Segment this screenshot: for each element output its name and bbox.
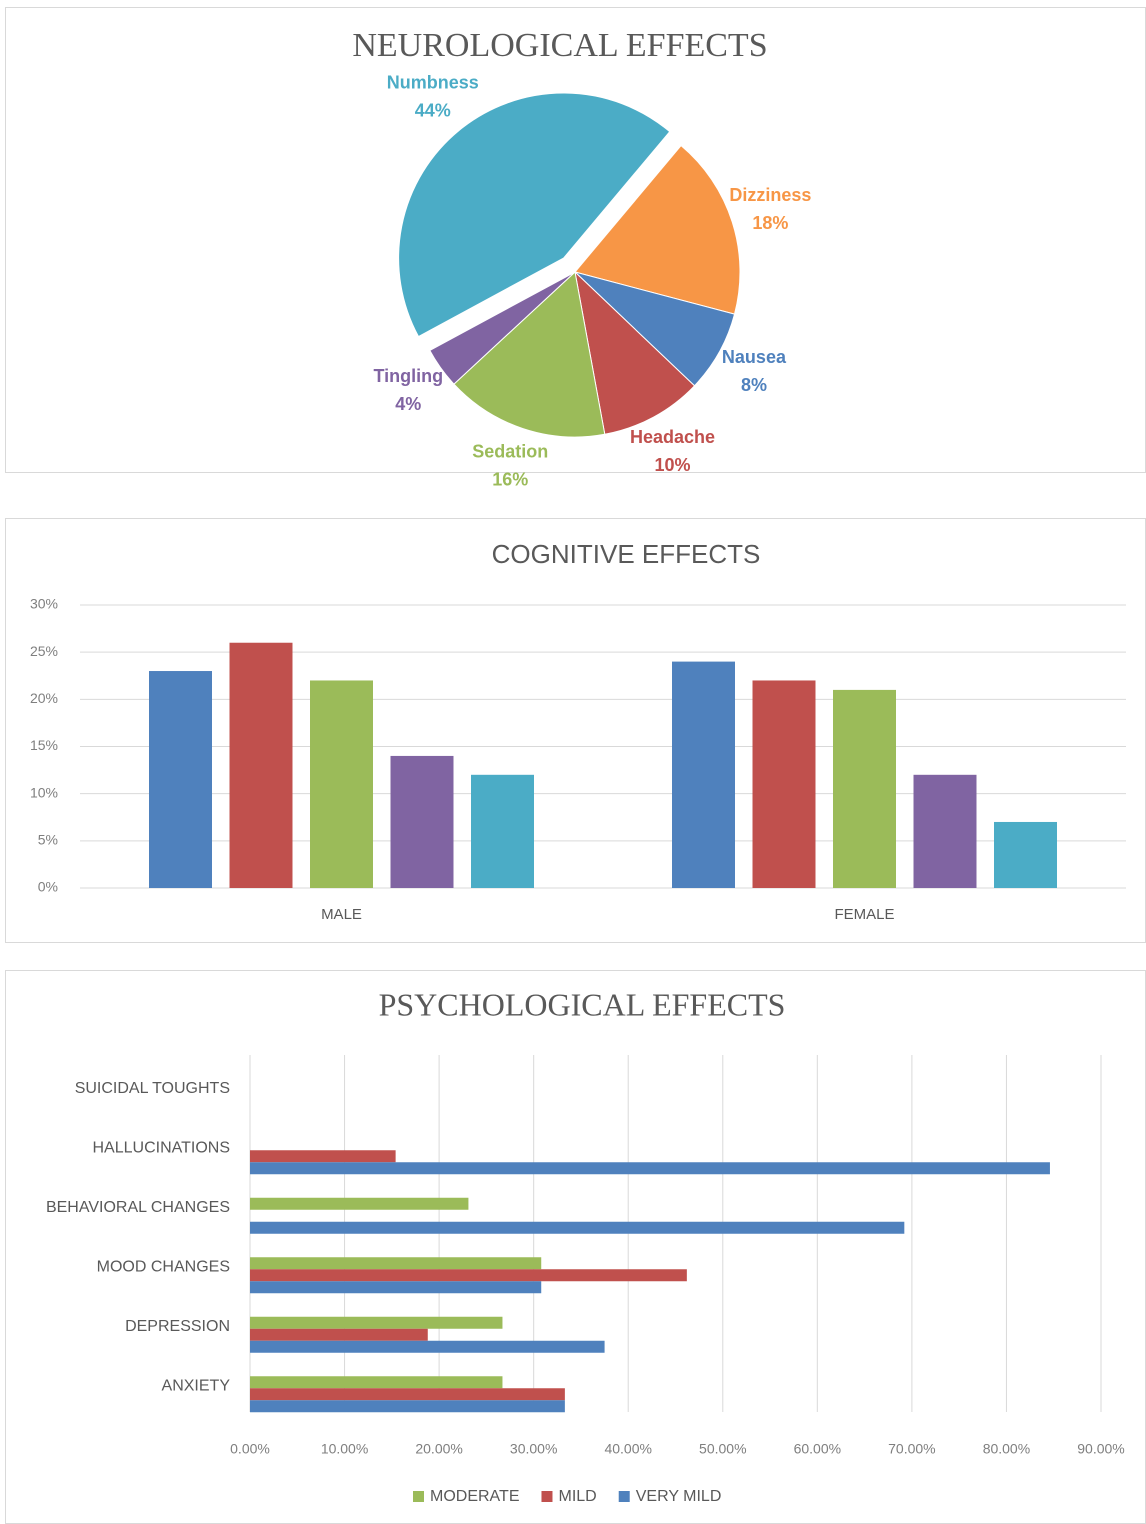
legend-label: MILD (558, 1488, 596, 1505)
chart-title: PSYCHOLOGICAL EFFECTS (379, 986, 786, 1022)
x-tick-label: 20.00% (415, 1441, 462, 1457)
pie-slice (574, 270, 696, 435)
y-tick-label: ANXIETY (162, 1377, 231, 1394)
x-tick-label: 90.00% (1077, 1441, 1124, 1457)
slice-value-label: 16% (492, 469, 528, 489)
y-tick-label: 0% (38, 879, 58, 895)
legend-swatch (618, 1491, 630, 1502)
y-tick-label: MOOD CHANGES (97, 1258, 230, 1275)
bar (672, 661, 735, 888)
bar (250, 1388, 565, 1401)
slice-value-label: 44% (415, 100, 451, 120)
bar (390, 755, 454, 888)
legend-label: MODERATE (430, 1488, 519, 1505)
bar (250, 1281, 542, 1294)
slice-label: Dizziness (729, 185, 811, 205)
bar (833, 689, 896, 888)
y-tick-label: SUICIDAL TOUGHTS (75, 1080, 230, 1097)
bar (250, 1340, 605, 1353)
x-tick-label: MALE (321, 906, 362, 923)
chart-title: COGNITIVE EFFECTS (492, 539, 761, 569)
slice-value-label: 4% (395, 394, 421, 414)
x-tick-label: 10.00% (321, 1441, 368, 1457)
bar (310, 680, 373, 888)
bar (250, 1162, 1050, 1175)
bar (250, 1221, 905, 1234)
y-tick-label: 15% (30, 737, 58, 753)
y-tick-label: BEHAVIORAL CHANGES (46, 1199, 230, 1216)
x-tick-label: 60.00% (794, 1441, 841, 1457)
bar (250, 1376, 503, 1389)
pie-slice (398, 92, 671, 338)
y-tick-label: 10% (30, 784, 58, 800)
bar (752, 680, 816, 888)
bar (471, 774, 534, 888)
legend-label: VERY MILD (636, 1488, 722, 1505)
slice-label: Numbness (387, 72, 479, 92)
bar (149, 671, 212, 888)
legend-swatch (413, 1491, 424, 1502)
x-tick-label: FEMALE (834, 906, 894, 923)
slice-label: Headache (630, 427, 715, 447)
y-tick-label: 5% (38, 832, 58, 848)
x-tick-label: 80.00% (983, 1441, 1030, 1457)
bar (250, 1400, 565, 1413)
bar (250, 1316, 503, 1329)
pie-slice (453, 271, 606, 438)
pie-slice (429, 271, 576, 385)
panel (5, 970, 1146, 1524)
y-tick-label: 20% (30, 690, 58, 706)
x-tick-label: 30.00% (510, 1441, 557, 1457)
slice-label: Sedation (472, 441, 548, 461)
y-tick-label: 25% (30, 643, 58, 659)
slice-value-label: 10% (654, 455, 690, 475)
slice-label: Nausea (722, 347, 787, 367)
bar (250, 1269, 687, 1282)
pie-slice (574, 144, 741, 315)
slice-value-label: 8% (741, 375, 767, 395)
x-tick-label: 0.00% (230, 1441, 270, 1457)
bar (229, 642, 293, 888)
x-tick-label: 40.00% (604, 1441, 651, 1457)
bar (913, 774, 977, 888)
legend-swatch (541, 1491, 553, 1502)
y-tick-label: HALLUCINATIONS (92, 1139, 230, 1156)
bar (250, 1197, 469, 1210)
y-tick-label: 30% (30, 596, 58, 612)
x-tick-label: 50.00% (699, 1441, 746, 1457)
bar (250, 1328, 428, 1341)
bar (994, 821, 1057, 888)
y-tick-label: DEPRESSION (125, 1318, 230, 1335)
slice-value-label: 18% (752, 213, 788, 233)
x-tick-label: 70.00% (888, 1441, 935, 1457)
bar (250, 1150, 396, 1163)
bar (250, 1257, 542, 1270)
slice-label: Tingling (373, 366, 443, 386)
chart-title: NEUROLOGICAL EFFECTS (352, 27, 767, 64)
